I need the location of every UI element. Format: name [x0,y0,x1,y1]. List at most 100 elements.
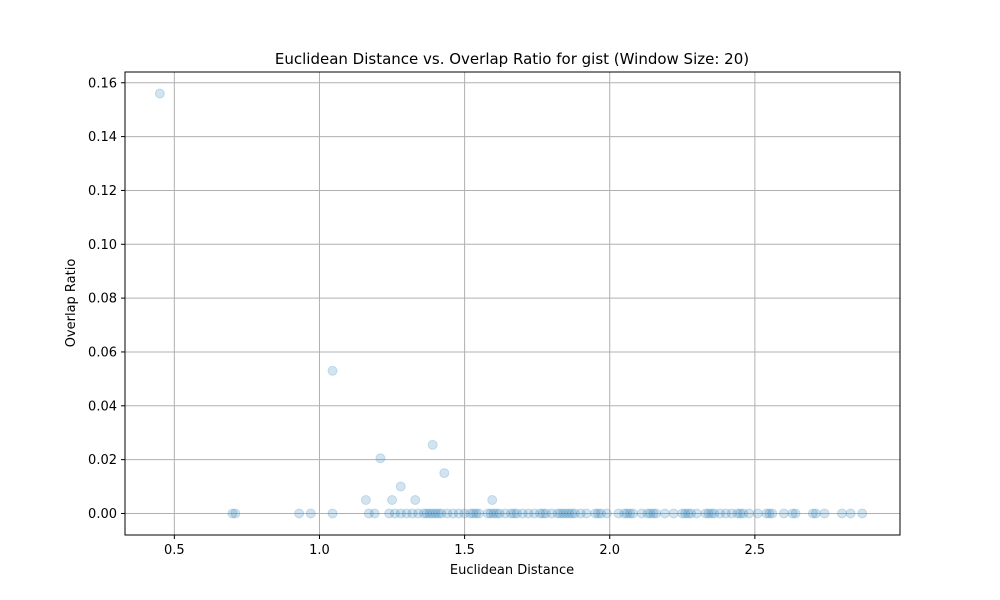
data-point [230,508,241,519]
y-tick-label: 0.00 [88,507,117,522]
y-tick-label: 0.08 [88,292,117,307]
data-point [845,508,856,519]
data-point [613,508,624,519]
data-point [819,508,830,519]
data-point [375,453,386,464]
data-point [619,508,630,519]
data-point [154,88,165,99]
data-point [787,508,798,519]
data-point [683,508,694,519]
x-tick-label: 2.5 [745,543,766,558]
data-point [494,508,505,519]
data-point [369,508,380,519]
x-tick-label: 1.5 [454,543,475,558]
data-point [482,508,493,519]
data-point [427,439,438,450]
data-point [447,508,458,519]
data-point [715,508,726,519]
data-point [474,508,485,519]
data-point [569,508,580,519]
grid-lines [125,72,900,535]
data-point [500,508,511,519]
data-point [418,508,429,519]
data-point [810,508,821,519]
data-point [491,508,502,519]
data-point [294,508,305,519]
data-point [401,508,412,519]
data-point [421,508,432,519]
data-point [305,508,316,519]
data-point [735,508,746,519]
data-point [720,508,731,519]
data-point [581,508,592,519]
data-point [703,508,714,519]
data-point [506,508,517,519]
chart-title: Euclidean Distance vs. Overlap Ratio for… [275,50,749,68]
data-point [564,508,575,519]
data-point [561,508,572,519]
data-point [691,508,702,519]
data-point [413,508,424,519]
data-point [575,508,586,519]
data-point [744,508,755,519]
y-axis-ticks: 0.00 0.02 0.04 0.06 0.08 0.10 0.12 0.14 0.16 [88,76,125,522]
data-point [648,508,659,519]
x-tick-label: 2.0 [599,543,620,558]
y-tick-label: 0.02 [88,453,117,468]
data-point [622,508,633,519]
data-point [700,508,711,519]
data-point [439,468,450,479]
y-tick-label: 0.14 [88,130,117,145]
data-point [360,495,371,506]
data-point [537,508,548,519]
data-point [407,508,418,519]
data-point [807,508,818,519]
data-point [511,508,522,519]
data-point [590,508,601,519]
data-point [752,508,763,519]
y-tick-label: 0.10 [88,238,117,253]
data-point [529,508,540,519]
data-point [790,508,801,519]
data-point [558,508,569,519]
data-point [488,508,499,519]
x-tick-label: 1.0 [309,543,330,558]
data-point [593,508,604,519]
data-point [552,508,563,519]
data-point [327,365,338,376]
data-point [764,508,775,519]
data-point [677,508,688,519]
data-point [645,508,656,519]
data-point [659,508,670,519]
data-point [508,508,519,519]
x-axis-label: Euclidean Distance [450,563,574,578]
data-point [327,508,338,519]
data-point [668,508,679,519]
data-point [726,508,737,519]
data-point [625,508,636,519]
data-points [154,88,868,519]
data-point [709,508,720,519]
data-point [636,508,647,519]
data-point [540,508,551,519]
data-point [651,508,662,519]
y-tick-label: 0.04 [88,399,117,414]
data-point [363,508,374,519]
data-point [389,508,400,519]
y-axis-label: Overlap Ratio [64,259,79,348]
data-point [686,508,697,519]
data-point [680,508,691,519]
data-point [436,508,447,519]
data-point [395,508,406,519]
data-point [767,508,778,519]
data-point [453,508,464,519]
data-point [427,508,438,519]
data-point [627,508,638,519]
data-point [546,508,557,519]
data-point [761,508,772,519]
data-point [732,508,743,519]
data-point [424,508,435,519]
data-point [410,495,421,506]
data-point [442,508,453,519]
